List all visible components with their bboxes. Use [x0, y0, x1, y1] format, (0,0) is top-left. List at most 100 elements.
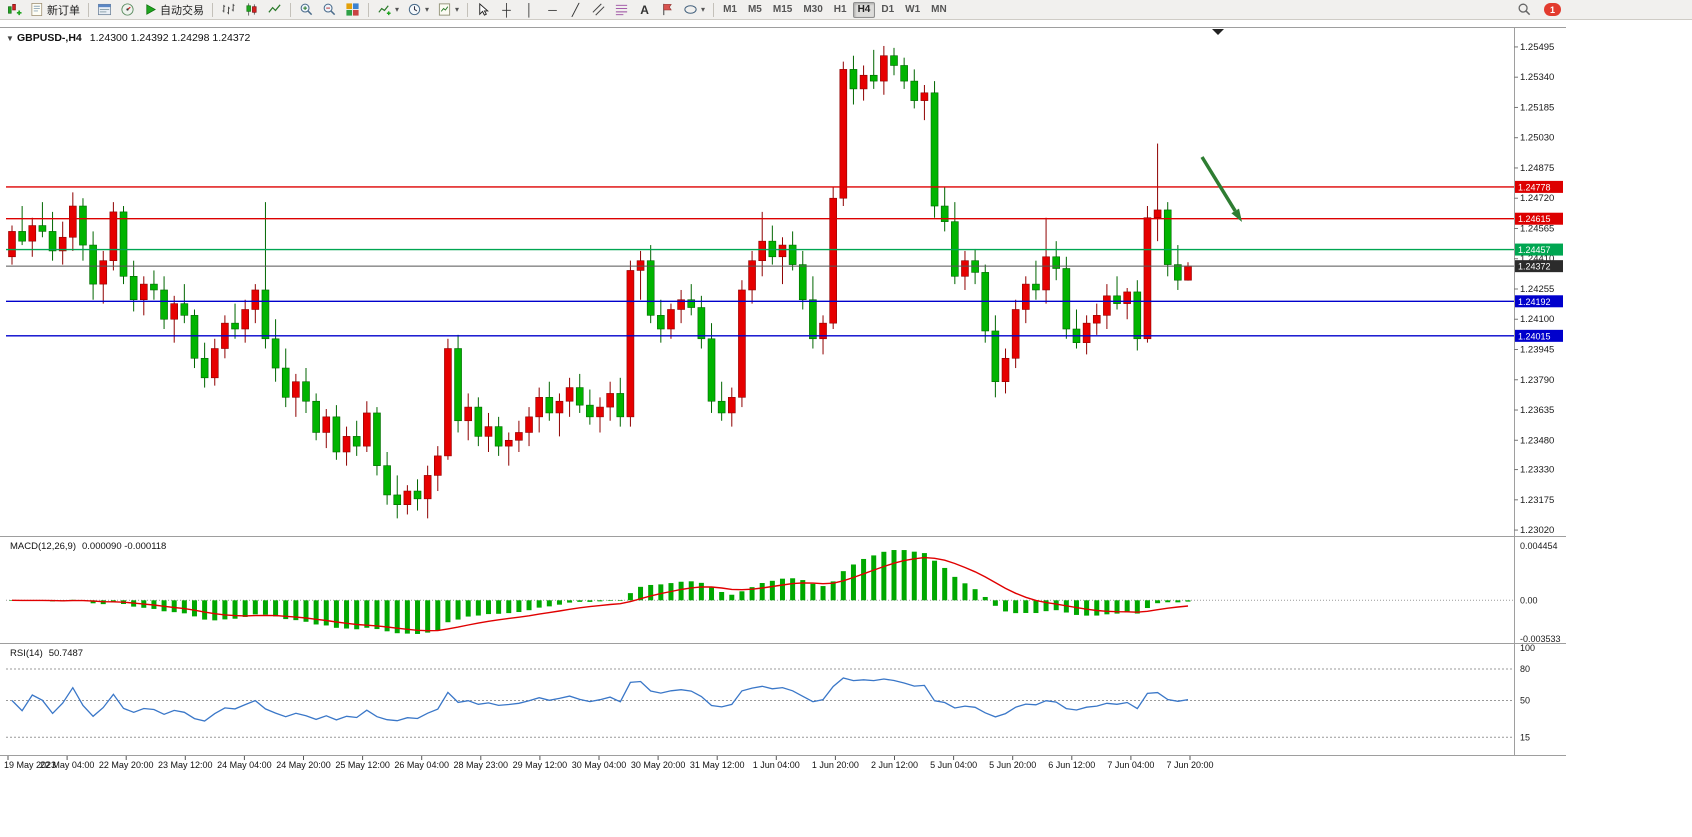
svg-text:22 May 04:00: 22 May 04:00 — [40, 760, 95, 770]
toolbar-separator — [467, 2, 469, 17]
svg-text:1.24192: 1.24192 — [1518, 297, 1551, 307]
timeframe-button-m1[interactable]: M1 — [718, 2, 742, 18]
template-icon — [438, 3, 451, 16]
svg-text:1.23945: 1.23945 — [1520, 345, 1554, 356]
chevron-down-icon: ▾ — [395, 5, 400, 14]
new-chart-button[interactable] — [3, 1, 26, 19]
timeframe-button-m15[interactable]: M15 — [768, 2, 797, 18]
svg-text:1.24410: 1.24410 — [1520, 254, 1554, 265]
price-tag — [1515, 180, 1563, 193]
periods-button[interactable]: ▾ — [403, 1, 433, 19]
svg-text:19 May 2023: 19 May 2023 — [4, 760, 56, 770]
shapes-button[interactable]: ▾ — [679, 1, 709, 19]
svg-text:1.23330: 1.23330 — [1520, 465, 1554, 476]
svg-text:1.25030: 1.25030 — [1520, 133, 1554, 144]
timeframe-button-d1[interactable]: D1 — [876, 2, 899, 18]
timeframe-button-m30[interactable]: M30 — [798, 2, 827, 18]
rsi-pane[interactable]: 100 80 50 15 — [6, 643, 1535, 742]
clock-icon — [408, 3, 421, 16]
cursor-button[interactable] — [472, 1, 495, 19]
flag-label-icon — [663, 3, 672, 16]
trendline-button[interactable]: ╱ — [564, 1, 587, 19]
svg-text:0.00: 0.00 — [1520, 595, 1538, 605]
search-button[interactable] — [1513, 1, 1536, 19]
label-button[interactable] — [656, 1, 679, 19]
terminal-button[interactable] — [93, 1, 116, 19]
macd-label: MACD(12,26,9) 0.000090 -0.000118 — [10, 541, 166, 552]
svg-text:22 May 20:00: 22 May 20:00 — [99, 760, 154, 770]
candlestick-chart-button[interactable] — [240, 1, 263, 19]
svg-text:1 Jun 20:00: 1 Jun 20:00 — [812, 760, 859, 770]
price-axis[interactable]: 1.254951.253401.251851.250301.248751.247… — [0, 27, 1566, 756]
timeframe-group: M1 M5 M15 M30 H1 H4 D1 W1 MN — [718, 1, 952, 18]
timeframe-button-mn[interactable]: MN — [926, 2, 952, 18]
svg-text:1.24255: 1.24255 — [1520, 284, 1554, 295]
svg-text:1.24720: 1.24720 — [1520, 193, 1554, 204]
cursor-icon — [479, 2, 490, 16]
svg-text:24 May 04:00: 24 May 04:00 — [217, 760, 272, 770]
zoom-out-button[interactable] — [318, 1, 341, 19]
svg-text:1.24015: 1.24015 — [1518, 331, 1551, 341]
rsi-line — [11, 677, 1189, 722]
strategy-tester-icon — [121, 3, 134, 16]
svg-text:2 Jun 12:00: 2 Jun 12:00 — [871, 760, 918, 770]
svg-text:1.23175: 1.23175 — [1520, 495, 1554, 506]
templates-button[interactable]: ▾ — [433, 1, 463, 19]
timeframe-button-h4[interactable]: H4 — [852, 1, 876, 18]
svg-text:1.24875: 1.24875 — [1520, 163, 1554, 174]
timeframe-button-m5[interactable]: M5 — [743, 2, 767, 18]
svg-text:26 May 04:00: 26 May 04:00 — [394, 760, 449, 770]
svg-text:1.24372: 1.24372 — [1518, 262, 1551, 272]
toolbar-separator — [212, 2, 213, 17]
crosshair-button[interactable]: ┼ — [495, 1, 518, 19]
fibonacci-icon — [615, 4, 628, 16]
svg-text:7 Jun 20:00: 7 Jun 20:00 — [1166, 760, 1213, 770]
svg-text:25 May 12:00: 25 May 12:00 — [335, 760, 390, 770]
bar-chart-button[interactable] — [217, 1, 240, 19]
chevron-down-icon: ▾ — [701, 5, 706, 14]
main-price-pane[interactable] — [8, 45, 1192, 519]
chart-collapse-icon[interactable]: ▼ — [6, 34, 14, 43]
zoom-in-button[interactable] — [295, 1, 318, 19]
auto-trading-button[interactable]: 自动交易 — [139, 1, 208, 19]
timeframe-button-w1[interactable]: W1 — [900, 2, 925, 18]
zoom-out-icon — [323, 3, 336, 16]
svg-text:31 May 12:00: 31 May 12:00 — [690, 760, 745, 770]
line-chart-button[interactable] — [263, 1, 286, 19]
rsi-label: RSI(14) 50.7487 — [10, 648, 83, 659]
svg-text:5 Jun 04:00: 5 Jun 04:00 — [930, 760, 977, 770]
strategy-tester-button[interactable] — [116, 1, 139, 19]
equidistant-channel-button[interactable] — [587, 1, 610, 19]
notification-badge[interactable]: 1 — [1544, 3, 1561, 16]
svg-text:80: 80 — [1520, 664, 1530, 674]
trendline-icon: ╱ — [571, 2, 580, 17]
svg-text:50: 50 — [1520, 696, 1530, 706]
text-button[interactable]: A — [633, 1, 656, 19]
vertical-line-icon: │ — [525, 2, 534, 17]
arrow-annotation[interactable] — [1200, 156, 1242, 222]
tile-windows-button[interactable] — [341, 1, 364, 19]
horizontal-line-button[interactable]: ─ — [541, 1, 564, 19]
svg-text:1.24457: 1.24457 — [1518, 245, 1551, 255]
new-order-button[interactable]: 新订单 — [26, 1, 84, 19]
fibonacci-button[interactable] — [610, 1, 633, 19]
svg-text:1.23635: 1.23635 — [1520, 405, 1554, 416]
svg-text:100: 100 — [1520, 643, 1535, 653]
svg-text:7 Jun 04:00: 7 Jun 04:00 — [1107, 760, 1154, 770]
horizontal-line-icon: ─ — [548, 2, 557, 17]
indicators-button[interactable]: ▾ — [373, 1, 403, 19]
macd-pane[interactable]: 0.004454 0.00 -0.003533 — [6, 541, 1561, 644]
toolbar-separator — [713, 2, 715, 17]
toolbar-separator — [88, 2, 89, 17]
toolbar-right-group: 1 — [1513, 1, 1561, 19]
toolbar-separator — [368, 2, 369, 17]
timeframe-button-h1[interactable]: H1 — [829, 2, 852, 18]
svg-text:6 Jun 12:00: 6 Jun 12:00 — [1048, 760, 1095, 770]
zoom-in-icon — [300, 3, 313, 16]
chart-shift-marker[interactable] — [1212, 29, 1224, 35]
new-order-label: 新订单 — [47, 4, 80, 17]
vertical-line-button[interactable]: │ — [518, 1, 541, 19]
svg-text:1.25340: 1.25340 — [1520, 72, 1554, 83]
